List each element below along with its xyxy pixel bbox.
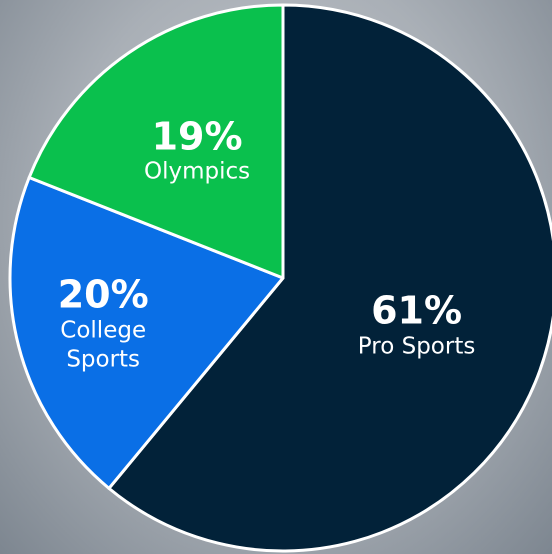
category-label: Pro Sports	[357, 333, 476, 360]
pie-slice	[8, 176, 285, 490]
slice-label: 61% Pro Sports	[327, 288, 507, 362]
category-label: College Sports	[60, 317, 147, 373]
pie-slice	[107, 3, 552, 553]
value-label: 20%	[57, 272, 149, 317]
value-label: 19%	[151, 114, 243, 159]
value-label: 61%	[371, 288, 463, 333]
pie-slice	[27, 3, 285, 280]
category-label: Olympics	[143, 159, 251, 186]
slice-label: 20% College Sports	[48, 272, 158, 374]
slice-label: 19% Olympics	[107, 114, 287, 187]
